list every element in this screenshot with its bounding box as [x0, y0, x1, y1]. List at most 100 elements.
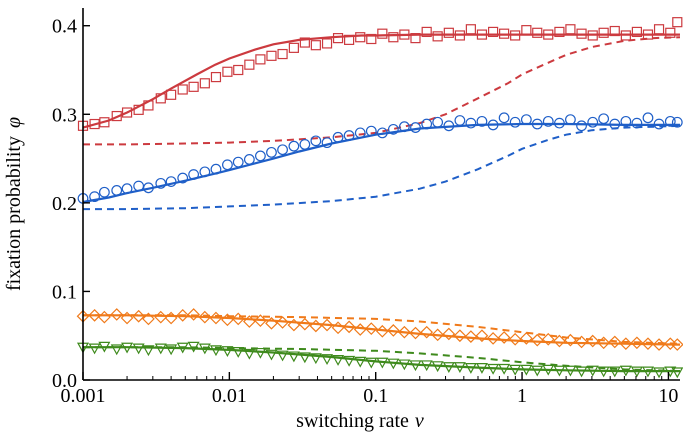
data-point	[520, 114, 532, 125]
data-point	[198, 310, 212, 324]
data-point	[487, 119, 499, 131]
data-point	[254, 347, 267, 359]
series-group	[76, 341, 683, 379]
data-point	[177, 172, 189, 184]
data-point	[521, 25, 532, 36]
data-point	[565, 24, 576, 35]
data-point	[287, 318, 301, 332]
data-point	[487, 26, 499, 38]
data-point	[276, 316, 289, 329]
data-point	[431, 328, 444, 342]
data-point	[231, 312, 245, 326]
data-point	[376, 127, 388, 139]
data-point	[265, 349, 278, 361]
y-axis-symbol: φ	[3, 117, 25, 128]
data-point	[497, 331, 511, 344]
data-point	[199, 166, 211, 178]
series-group	[76, 308, 683, 351]
data-point	[309, 319, 323, 333]
data-point	[288, 42, 299, 53]
data-point	[608, 366, 621, 378]
data-point	[154, 343, 167, 355]
data-point	[598, 27, 609, 38]
data-point	[287, 351, 300, 363]
data-point	[298, 317, 312, 331]
data-point	[597, 336, 611, 350]
y-tick-label: 0.2	[52, 193, 77, 215]
y-axis-title-text: fixation probability	[3, 136, 25, 291]
data-point	[387, 358, 400, 370]
data-point	[276, 350, 289, 362]
y-tick-label: 0.0	[52, 370, 77, 392]
data-point	[199, 78, 210, 89]
data-point	[354, 127, 366, 139]
data-point	[321, 354, 334, 365]
data-point	[487, 363, 500, 375]
data-point	[398, 121, 410, 133]
data-point	[310, 135, 322, 147]
data-point	[198, 343, 211, 355]
data-point	[310, 40, 321, 51]
data-point	[299, 138, 311, 150]
data-point	[631, 117, 643, 129]
data-point	[288, 140, 300, 152]
data-point	[453, 329, 467, 343]
data-point	[165, 176, 177, 188]
data-point	[641, 366, 654, 378]
data-point	[630, 366, 643, 378]
data-point	[132, 309, 145, 323]
data-point	[670, 338, 683, 351]
data-point	[188, 169, 200, 180]
tick-marks: 0.0 0.1 0.2 0.3 0.4 0.001 0.01 0.1 1 10	[52, 16, 678, 407]
data-point	[320, 318, 334, 332]
data-point	[121, 183, 133, 195]
data-point	[608, 335, 622, 349]
data-point	[388, 32, 399, 43]
data-point	[243, 315, 256, 328]
data-point	[121, 342, 134, 354]
data-point	[343, 355, 356, 367]
data-point	[553, 365, 566, 377]
data-point	[133, 104, 144, 115]
data-point	[432, 116, 444, 128]
data-point	[120, 311, 134, 325]
data-point	[454, 115, 466, 126]
data-point	[353, 323, 367, 336]
data-point	[541, 332, 555, 346]
data-point	[110, 308, 124, 321]
y-tick-label: 0.4	[52, 16, 77, 38]
data-point	[410, 122, 421, 133]
y-tick-label: 0.3	[52, 104, 77, 126]
data-point	[421, 26, 432, 38]
data-point	[399, 29, 410, 40]
data-point	[665, 27, 676, 38]
data-point	[532, 27, 543, 38]
series-group	[77, 112, 683, 211]
data-point	[531, 118, 543, 130]
data-point	[671, 116, 683, 128]
data-point	[575, 335, 588, 349]
data-point	[609, 118, 621, 130]
theory-dashed-line	[83, 314, 681, 345]
data-point	[576, 120, 587, 132]
data-point	[587, 116, 599, 128]
data-point	[210, 163, 222, 175]
data-point	[531, 365, 544, 377]
data-point	[221, 346, 234, 358]
data-point	[443, 120, 455, 132]
data-point	[121, 107, 133, 118]
data-point	[454, 30, 465, 41]
data-point	[465, 24, 476, 35]
data-point	[298, 352, 311, 364]
data-point	[653, 367, 666, 379]
data-point	[244, 59, 255, 70]
data-point	[586, 365, 599, 377]
theory-solid-line	[82, 122, 680, 204]
theory-dashed-line	[83, 36, 681, 146]
x-axis-title-text: switching rate	[296, 410, 409, 432]
data-point	[377, 28, 388, 39]
data-point	[221, 313, 234, 327]
series-group	[77, 17, 683, 146]
y-axis-title: fixation probability φ	[3, 117, 25, 291]
